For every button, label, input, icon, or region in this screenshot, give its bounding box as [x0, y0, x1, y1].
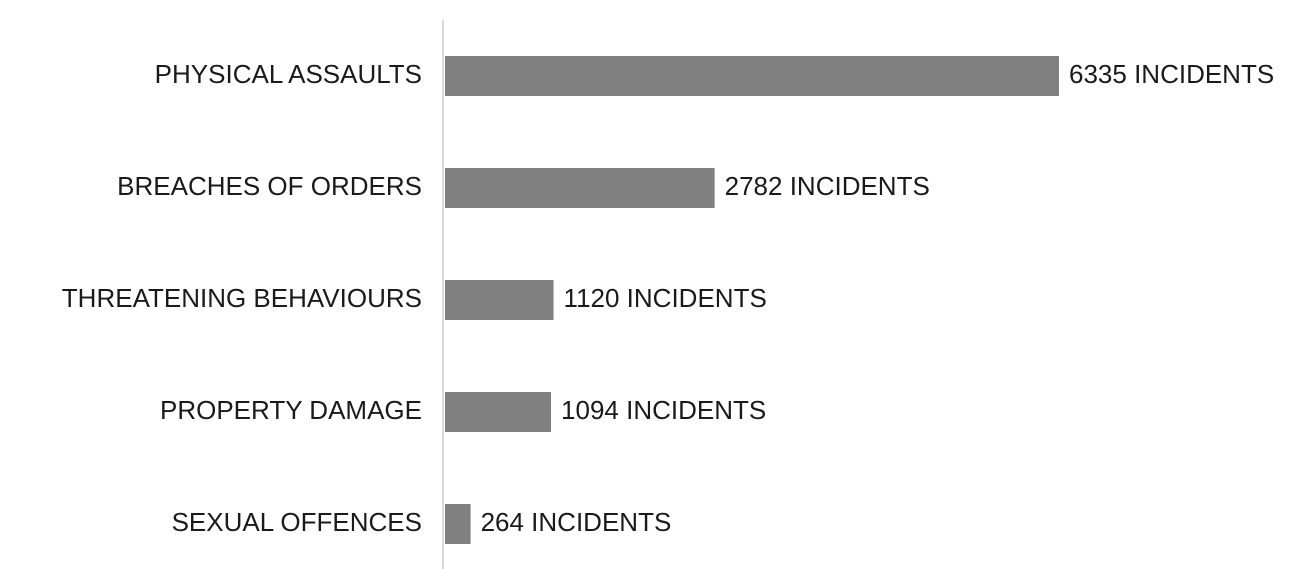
data-label: 2782 INCIDENTS	[725, 171, 930, 201]
category-label: PHYSICAL ASSAULTS	[155, 59, 422, 89]
bar	[445, 280, 554, 320]
bar	[445, 56, 1059, 96]
bar	[445, 392, 552, 432]
data-label: 6335 INCIDENTS	[1069, 59, 1274, 89]
category-label: SEXUAL OFFENCES	[172, 507, 422, 537]
data-label: 264 INCIDENTS	[481, 507, 672, 537]
data-label: 1094 INCIDENTS	[561, 395, 766, 425]
bar	[445, 504, 471, 544]
category-label: BREACHES OF ORDERS	[117, 171, 422, 201]
data-label: 1120 INCIDENTS	[564, 283, 767, 313]
category-label: PROPERTY DAMAGE	[160, 395, 422, 425]
bar	[445, 168, 715, 208]
category-label: THREATENING BEHAVIOURS	[62, 283, 422, 313]
